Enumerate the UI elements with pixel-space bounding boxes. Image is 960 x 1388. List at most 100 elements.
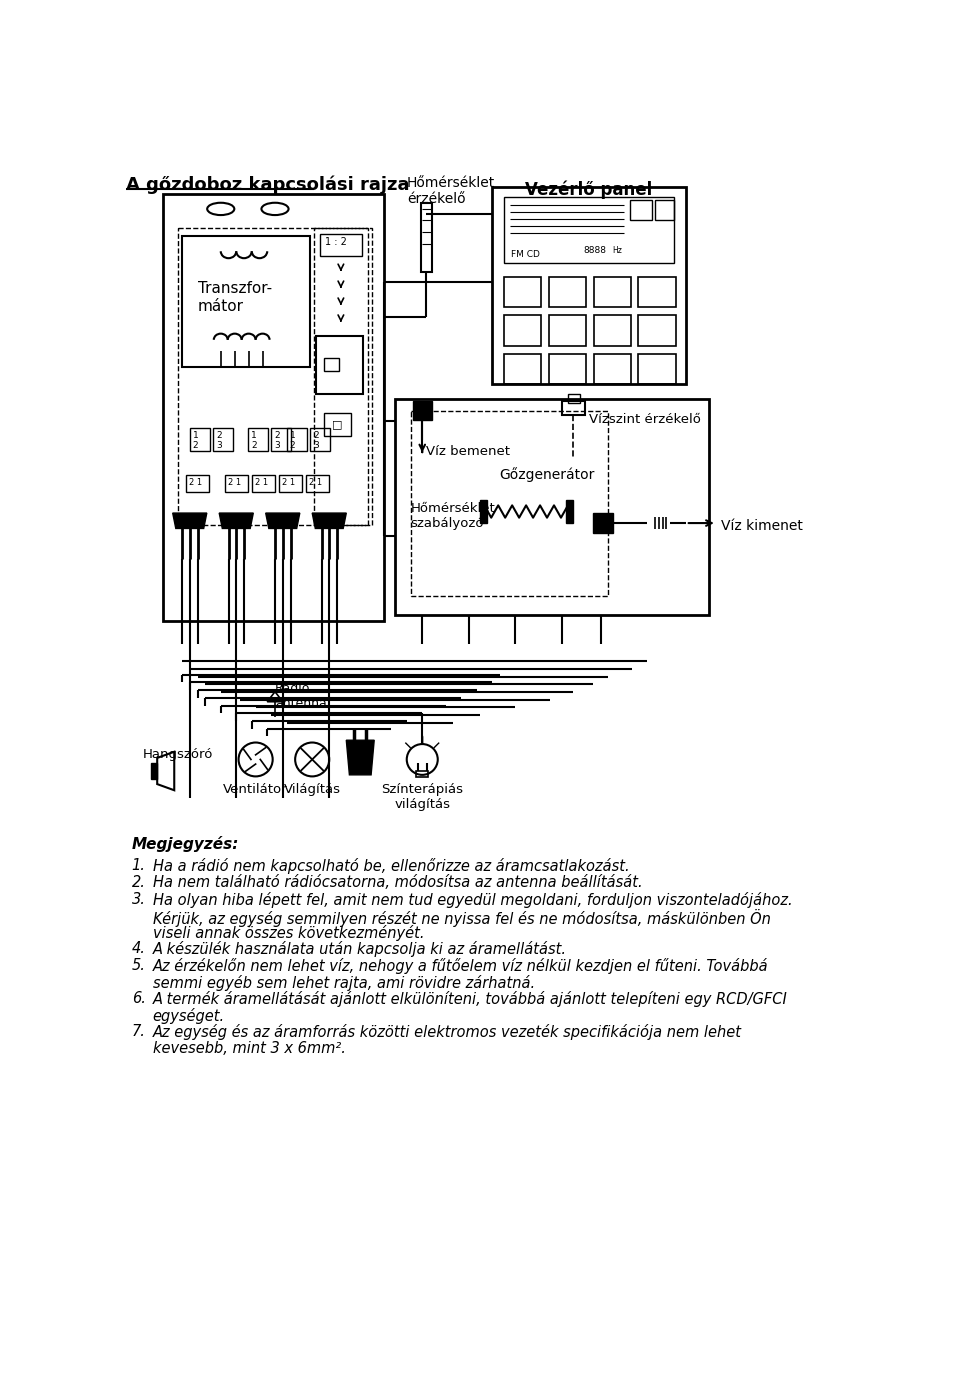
Text: 5.: 5. bbox=[132, 958, 146, 973]
Bar bbox=[248, 429, 268, 451]
Text: Az érzékelőn nem lehet víz, nehogy a fűtőelem víz nélkül kezdjen el fűteni. Tová: Az érzékelőn nem lehet víz, nehogy a fűt… bbox=[153, 958, 768, 974]
Text: 2: 2 bbox=[251, 441, 256, 451]
Text: 2: 2 bbox=[275, 432, 280, 440]
Bar bbox=[562, 401, 585, 415]
Bar bbox=[593, 354, 631, 384]
Bar bbox=[213, 429, 233, 451]
Bar bbox=[324, 414, 351, 436]
Text: A gőzdoboz kapcsolási rajza: A gőzdoboz kapcsolási rajza bbox=[126, 176, 410, 194]
Bar bbox=[568, 394, 581, 403]
Bar bbox=[416, 770, 428, 777]
Bar bbox=[548, 276, 586, 308]
Polygon shape bbox=[266, 514, 300, 529]
Bar bbox=[592, 514, 612, 533]
Text: A termék áramellátását ajánlott elkülöníteni, továbbá ajánlott telepíteni egy RC: A termék áramellátását ajánlott elkülöní… bbox=[153, 991, 787, 1008]
Text: 3: 3 bbox=[275, 441, 280, 451]
Text: Vezérlő panel: Vezérlő panel bbox=[525, 180, 653, 198]
Text: 3: 3 bbox=[216, 441, 222, 451]
Bar bbox=[182, 236, 310, 366]
Text: 1 : 2: 1 : 2 bbox=[325, 237, 348, 247]
Polygon shape bbox=[312, 514, 347, 529]
Bar bbox=[638, 315, 676, 346]
Text: 1.: 1. bbox=[132, 858, 146, 873]
Bar bbox=[655, 200, 674, 221]
Bar bbox=[186, 475, 209, 491]
Text: □: □ bbox=[332, 419, 343, 429]
Bar bbox=[252, 475, 275, 491]
Polygon shape bbox=[347, 740, 374, 775]
Text: Ha nem található rádiócsatorna, módosítsa az antenna beállítását.: Ha nem található rádiócsatorna, módosíts… bbox=[153, 874, 642, 890]
Bar bbox=[504, 315, 540, 346]
Bar bbox=[638, 276, 676, 308]
Text: Víz bemenet: Víz bemenet bbox=[426, 446, 510, 458]
Bar bbox=[630, 200, 652, 221]
Text: 8888: 8888 bbox=[584, 246, 607, 255]
Polygon shape bbox=[151, 763, 157, 779]
Text: 2: 2 bbox=[216, 432, 222, 440]
Text: A készülék használata után kapcsolja ki az áramellátást.: A készülék használata után kapcsolja ki … bbox=[153, 941, 566, 958]
Text: 3: 3 bbox=[313, 441, 319, 451]
Bar bbox=[566, 500, 572, 523]
Text: viseli annak összes következményét.: viseli annak összes következményét. bbox=[153, 924, 424, 941]
Bar bbox=[396, 400, 709, 615]
Text: Hőmérséklet
szabályozó: Hőmérséklet szabályozó bbox=[411, 501, 495, 529]
Text: kevesebb, mint 3 x 6mm².: kevesebb, mint 3 x 6mm². bbox=[153, 1041, 346, 1056]
Text: 2 1: 2 1 bbox=[309, 477, 323, 487]
Bar bbox=[504, 276, 540, 308]
Bar bbox=[306, 475, 329, 491]
Text: egységet.: egységet. bbox=[153, 1008, 225, 1024]
Bar bbox=[593, 315, 631, 346]
Text: Az egység és az áramforrás közötti elektromos vezeték specifikációja nem lehet: Az egység és az áramforrás közötti elekt… bbox=[153, 1024, 741, 1041]
Bar bbox=[413, 401, 432, 421]
Text: Víz kimenet: Víz kimenet bbox=[721, 519, 803, 533]
Text: Gőzgenerátor: Gőzgenerátor bbox=[500, 466, 595, 482]
Bar bbox=[420, 203, 432, 272]
Bar bbox=[225, 475, 248, 491]
Text: 6.: 6. bbox=[132, 991, 146, 1006]
Bar bbox=[324, 358, 339, 372]
Bar bbox=[190, 429, 210, 451]
Text: Hz: Hz bbox=[612, 246, 622, 255]
Bar bbox=[638, 354, 676, 384]
Text: Hangszóró: Hangszóró bbox=[143, 748, 214, 761]
Text: Ha a rádió nem kapcsolható be, ellenőrizze az áramcsatlakozást.: Ha a rádió nem kapcsolható be, ellenőriz… bbox=[153, 858, 629, 874]
Text: 3.: 3. bbox=[132, 892, 146, 906]
Text: Hőmérséklet
érzékelő: Hőmérséklet érzékelő bbox=[407, 176, 495, 205]
Polygon shape bbox=[173, 514, 206, 529]
Text: 1: 1 bbox=[251, 432, 256, 440]
Text: Világítás: Világítás bbox=[284, 783, 341, 795]
Text: 1: 1 bbox=[193, 432, 199, 440]
Text: Ventilátor: Ventilátor bbox=[224, 783, 288, 795]
Bar bbox=[320, 235, 362, 255]
Text: 2 1: 2 1 bbox=[189, 477, 203, 487]
Bar bbox=[504, 354, 540, 384]
Bar bbox=[271, 429, 291, 451]
Text: 2: 2 bbox=[193, 441, 199, 451]
Text: Vízszint érzékelő: Vízszint érzékelő bbox=[588, 414, 701, 426]
Text: 1: 1 bbox=[290, 432, 296, 440]
Bar bbox=[314, 228, 368, 525]
Bar bbox=[480, 500, 487, 523]
Text: 4.: 4. bbox=[132, 941, 146, 956]
Text: Rádió
antenna: Rádió antenna bbox=[275, 683, 326, 711]
Text: Színterápiás
világítás: Színterápiás világítás bbox=[381, 783, 464, 811]
Bar bbox=[548, 315, 586, 346]
Bar bbox=[179, 228, 372, 525]
Bar bbox=[316, 336, 363, 394]
Text: semmi egyéb sem lehet rajta, ami rövidre zárhatná.: semmi egyéb sem lehet rajta, ami rövidre… bbox=[153, 974, 535, 991]
Text: Transzfor-
mátor: Transzfor- mátor bbox=[198, 282, 272, 314]
Bar bbox=[504, 197, 674, 262]
Text: 2 1: 2 1 bbox=[228, 477, 241, 487]
Text: 2 1: 2 1 bbox=[282, 477, 295, 487]
Text: 2.: 2. bbox=[132, 874, 146, 890]
Bar bbox=[411, 411, 609, 597]
Text: Kérjük, az egység semmilyen részét ne nyissa fel és ne módosítsa, máskülönben Ön: Kérjük, az egység semmilyen részét ne ny… bbox=[153, 909, 771, 927]
Text: 7.: 7. bbox=[132, 1024, 146, 1040]
Polygon shape bbox=[219, 514, 253, 529]
Bar bbox=[162, 193, 383, 620]
Bar bbox=[278, 475, 302, 491]
Text: 2: 2 bbox=[313, 432, 319, 440]
Text: FM CD: FM CD bbox=[512, 250, 540, 258]
Text: Ha olyan hiba lépett fel, amit nem tud egyedül megoldani, forduljon viszonteladó: Ha olyan hiba lépett fel, amit nem tud e… bbox=[153, 892, 792, 908]
Bar bbox=[287, 429, 307, 451]
